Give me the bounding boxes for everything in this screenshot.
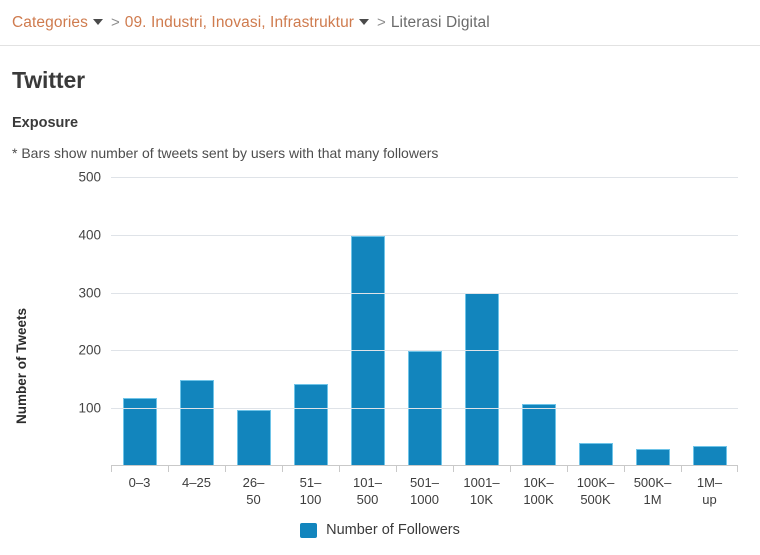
x-axis-tick (396, 465, 397, 472)
breadcrumb-label-categories: Categories (12, 13, 88, 31)
x-axis-tick-label: 4–25 (182, 475, 211, 490)
y-axis-tick-label: 300 (78, 285, 101, 301)
bar[interactable] (692, 445, 727, 465)
plot-area: 100 200 300 400 500 (78, 170, 738, 472)
bar[interactable] (179, 380, 214, 465)
breadcrumb: Categories > 09. Industri, Inovasi, Infr… (0, 0, 760, 46)
breadcrumb-separator: > (377, 14, 386, 31)
x-axis-tick-label: 1M– up (696, 475, 723, 507)
x-axis-tick (453, 465, 454, 472)
gridline: 400 (78, 227, 738, 242)
bar[interactable] (293, 384, 328, 465)
x-axis-tick (737, 465, 738, 472)
bar-slot (453, 176, 510, 472)
bar-slot (510, 176, 567, 472)
x-axis-tick (168, 465, 169, 472)
bar-slot (282, 176, 339, 472)
bar[interactable] (464, 293, 499, 465)
x-axis-tick (567, 465, 568, 472)
bar[interactable] (350, 235, 385, 465)
x-axis-tick-label: 500K– 1M (633, 475, 672, 507)
bar-slot (168, 176, 225, 472)
bar-chart: Number of Tweets 100 200 300 400 500 0–3 4–25… (0, 169, 760, 539)
x-axis-line (111, 465, 738, 466)
y-axis-tick-label: 100 (78, 400, 101, 416)
legend-label: Number of Followers (326, 522, 460, 538)
x-axis-tick-label: 10K– 100K (523, 475, 554, 507)
page-title: Twitter (12, 67, 85, 93)
gridline: 200 (78, 343, 738, 358)
gridline: 500 (78, 170, 738, 185)
x-axis-tick (339, 465, 340, 472)
legend-swatch (300, 522, 318, 538)
x-axis-tick (282, 465, 283, 472)
x-axis-tick-label: 0–3 (128, 475, 151, 490)
bar-slot (339, 176, 396, 472)
x-axis-tick (681, 465, 682, 472)
breadcrumb-label-category: 09. Industri, Inovasi, Infrastruktur (124, 13, 355, 31)
x-axis-tick (111, 465, 112, 472)
x-axis-tick-label: 101– 500 (353, 475, 382, 507)
section-title: Exposure (12, 115, 79, 131)
bar[interactable] (578, 443, 613, 465)
breadcrumb-item-current: Literasi Digital (390, 13, 490, 31)
x-axis-tick (624, 465, 625, 472)
y-axis-tick-label: 400 (78, 227, 101, 243)
breadcrumb-item-categories[interactable]: Categories (12, 14, 106, 32)
gridline: 100 (78, 401, 738, 416)
bar-slot (567, 176, 624, 472)
x-axis-tick (225, 465, 226, 472)
bar-slot (225, 176, 282, 472)
bar[interactable] (521, 403, 556, 465)
x-axis-tick (510, 465, 511, 472)
chevron-down-icon[interactable] (92, 18, 103, 25)
bar-slot (624, 176, 681, 472)
x-axis-labels: 0–3 4–25 26– 50 51– 100 101– 500 501– 1000 100… (111, 474, 738, 508)
chart-note: * Bars show number of tweets sent by use… (12, 145, 439, 161)
chevron-down-icon[interactable] (359, 18, 370, 25)
y-axis-title: Number of Tweets (14, 307, 29, 424)
x-axis-tick-label: 51– 100 (299, 475, 322, 507)
x-axis-tick-label: 100K– 500K (576, 475, 615, 507)
x-axis-tick-label: 26– 50 (242, 475, 265, 507)
y-axis-tick-label: 200 (78, 342, 101, 358)
bar[interactable] (635, 449, 670, 465)
chart-legend: Number of Followers (0, 522, 760, 538)
x-axis-tick-label: 501– 1000 (410, 475, 439, 507)
x-axis-tick-label: 1001– 10K (463, 475, 500, 507)
bar[interactable] (236, 409, 271, 465)
bar-slot (396, 176, 453, 472)
gridline: 300 (78, 285, 738, 300)
bar-slot (111, 176, 168, 472)
breadcrumb-item-category[interactable]: 09. Industri, Inovasi, Infrastruktur (125, 14, 372, 32)
bar-series (111, 176, 738, 472)
breadcrumb-separator: > (110, 14, 120, 31)
y-axis-tick-label: 500 (78, 169, 101, 185)
bar-slot (681, 176, 738, 472)
